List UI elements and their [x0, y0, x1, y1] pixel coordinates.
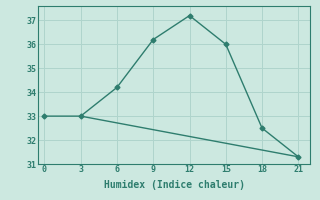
- X-axis label: Humidex (Indice chaleur): Humidex (Indice chaleur): [104, 180, 245, 190]
